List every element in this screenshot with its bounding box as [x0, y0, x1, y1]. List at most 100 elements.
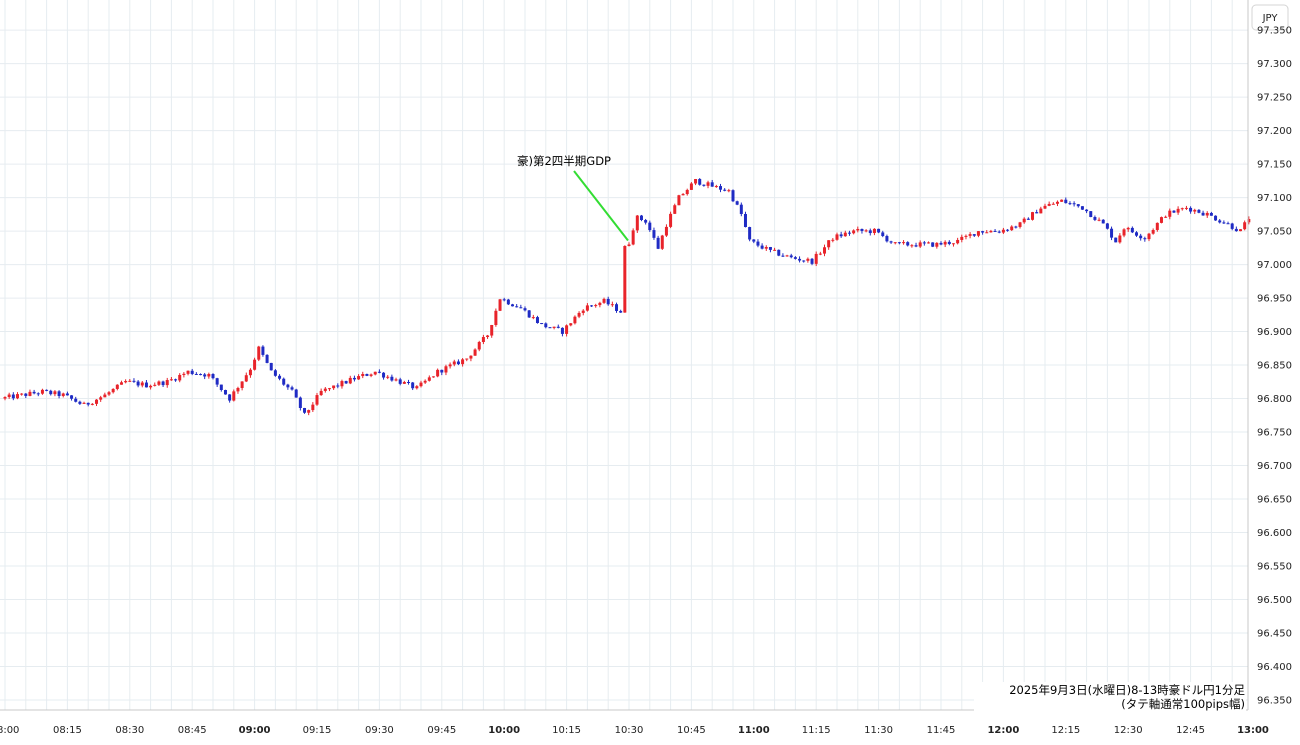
candle-body [985, 232, 989, 234]
candle-body [735, 201, 739, 205]
candle-body [1189, 207, 1193, 212]
candle-body [20, 393, 24, 395]
candle-body [519, 307, 523, 309]
candle-body [3, 397, 7, 399]
candle-body [436, 369, 440, 377]
candle-body [386, 376, 390, 378]
candle-body [1184, 207, 1188, 209]
price-tick-label: 96.600 [1257, 528, 1292, 539]
candle-body [307, 410, 311, 413]
candle-body [1130, 227, 1134, 233]
candle-body [739, 204, 743, 214]
candle-body [178, 374, 182, 381]
currency-badge [1251, 4, 1289, 31]
candle-body [872, 228, 876, 234]
candle-body [918, 242, 922, 247]
candle-body [74, 398, 78, 402]
candle-body [619, 310, 623, 313]
candle-body [760, 245, 764, 249]
candle-body [835, 234, 839, 240]
candle-body [1122, 229, 1126, 236]
candle-body [1076, 204, 1080, 207]
candle-body [893, 242, 897, 244]
candle-body [415, 386, 419, 389]
candle-body [215, 378, 219, 385]
candle-body [207, 374, 211, 377]
candle-body [981, 231, 985, 233]
candle-body [340, 381, 344, 387]
candle-body [515, 306, 519, 308]
candle-body [78, 401, 82, 404]
candle-body [390, 376, 394, 381]
candle-body [49, 390, 53, 395]
candle-body [57, 391, 61, 396]
candle-body [24, 393, 28, 396]
candle-body [323, 388, 327, 391]
price-tick-label: 96.900 [1257, 327, 1292, 338]
candle-body [174, 379, 178, 381]
candle-body [814, 253, 818, 264]
price-tick-label: 96.550 [1257, 561, 1292, 572]
candle-body [768, 247, 772, 250]
candle-body [15, 394, 19, 399]
candle-body [53, 391, 57, 395]
candle-body [785, 255, 789, 257]
candle-body [377, 371, 381, 373]
candle-body [1039, 208, 1043, 214]
candle-body [877, 228, 881, 233]
candle-body [1151, 229, 1155, 234]
candle-body [1014, 226, 1018, 228]
candle-body [677, 195, 681, 206]
candle-body [664, 226, 668, 236]
candle-body [1180, 208, 1184, 210]
candle-body [336, 385, 340, 387]
candle-body [282, 378, 286, 385]
candle-body [960, 236, 964, 240]
candle-body [211, 374, 215, 379]
candle-body [36, 393, 40, 395]
candle-body [540, 323, 544, 325]
candle-body [856, 228, 860, 231]
candle-body [298, 397, 302, 408]
candle-body [99, 397, 103, 400]
price-tick-label: 97.350 [1257, 26, 1292, 37]
price-tick-label: 96.950 [1257, 294, 1292, 305]
candle-body [1139, 235, 1143, 239]
candle-body [1097, 219, 1101, 221]
event-annotation: 豪)第2四半期GDP [517, 154, 629, 242]
candle-body [315, 395, 319, 405]
candle-body [473, 349, 477, 356]
candle-body [261, 346, 265, 355]
candle-body [1126, 227, 1130, 230]
candle-body [922, 242, 926, 244]
candle-body [423, 380, 427, 383]
candle-body [357, 376, 361, 380]
candle-body [756, 241, 760, 246]
candle-body [444, 366, 448, 373]
candle-body [1089, 211, 1093, 218]
candle-body [1010, 226, 1014, 231]
candle-body [1060, 199, 1064, 202]
candle-body [469, 355, 473, 359]
candle-body [943, 241, 947, 245]
candle-body [902, 242, 906, 244]
candle-body [1035, 212, 1039, 214]
candle-body [781, 255, 785, 257]
candle-body [598, 302, 602, 306]
candle-body [860, 228, 864, 231]
candle-body [1164, 216, 1168, 218]
candle-body [465, 358, 469, 360]
candle-body [244, 375, 248, 382]
candle-body [968, 234, 972, 236]
time-tick-label: 08:00 [0, 725, 19, 736]
candle-body [1172, 210, 1176, 213]
candle-body [560, 327, 564, 334]
candle-body [477, 342, 481, 350]
candle-body [1072, 203, 1076, 205]
price-tick-label: 97.000 [1257, 260, 1292, 271]
candle-body [165, 380, 169, 386]
candle-body [698, 179, 702, 185]
candle-body [652, 230, 656, 238]
